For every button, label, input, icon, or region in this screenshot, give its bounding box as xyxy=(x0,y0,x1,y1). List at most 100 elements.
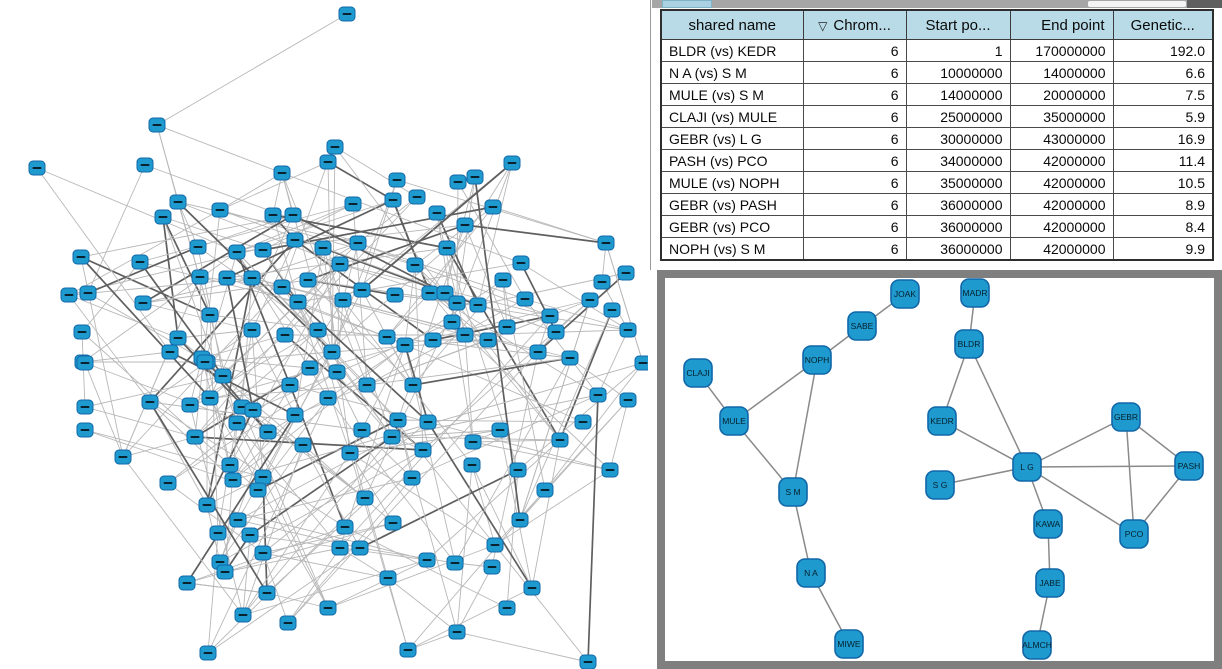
table-cell[interactable]: 6.6 xyxy=(1112,61,1214,84)
table-top-scrollbar[interactable] xyxy=(652,0,1222,8)
network-edge[interactable] xyxy=(359,547,456,564)
network-edge[interactable] xyxy=(262,552,289,624)
network-edge[interactable] xyxy=(1026,466,1135,535)
network-node-s-m[interactable] xyxy=(778,477,808,507)
network-edge[interactable] xyxy=(464,224,607,244)
network-edge[interactable] xyxy=(426,439,561,561)
table-cell[interactable]: 9.9 xyxy=(1112,237,1214,261)
network-edge[interactable] xyxy=(502,279,508,328)
network-node-claji[interactable] xyxy=(683,358,713,388)
network-edge[interactable] xyxy=(251,242,359,279)
table-tab[interactable] xyxy=(662,0,712,8)
network-edge[interactable] xyxy=(80,256,211,399)
network-edge[interactable] xyxy=(386,336,584,423)
network-edge[interactable] xyxy=(605,242,644,364)
network-edge[interactable] xyxy=(189,263,341,406)
network-edge[interactable] xyxy=(36,167,171,353)
network-edge[interactable] xyxy=(162,216,238,424)
network-edge[interactable] xyxy=(331,179,398,353)
network-edge[interactable] xyxy=(451,321,611,471)
network-edge[interactable] xyxy=(122,456,244,616)
network-edge[interactable] xyxy=(209,314,388,338)
network-edge[interactable] xyxy=(357,242,526,300)
network-edge[interactable] xyxy=(219,172,283,211)
network-edge[interactable] xyxy=(80,214,294,258)
network-edge[interactable] xyxy=(142,302,253,331)
network-edge[interactable] xyxy=(412,357,571,386)
column-header-shared-name[interactable]: shared name xyxy=(660,9,804,40)
network-edge[interactable] xyxy=(209,397,329,609)
network-edge[interactable] xyxy=(209,334,286,399)
network-edge[interactable] xyxy=(237,477,413,521)
table-cell[interactable]: MULE (vs) S M xyxy=(660,83,804,106)
network-node-pco[interactable] xyxy=(1119,519,1149,549)
network-edge[interactable] xyxy=(122,436,196,458)
network-edge[interactable] xyxy=(186,414,296,584)
network-edge[interactable] xyxy=(387,577,458,633)
network-edge[interactable] xyxy=(68,294,179,339)
network-edge[interactable] xyxy=(733,359,818,422)
network-edge[interactable] xyxy=(162,216,179,339)
network-edge[interactable] xyxy=(302,444,394,524)
table-row[interactable]: CLAJI (vs) MULE 6 25000000 35000000 5.9 xyxy=(660,105,1214,128)
network-edge[interactable] xyxy=(251,277,393,438)
network-edge[interactable] xyxy=(396,179,607,244)
network-edge[interactable] xyxy=(149,401,208,506)
network-edge[interactable] xyxy=(471,464,496,546)
table-cell[interactable]: 6 xyxy=(802,149,907,172)
table-cell[interactable]: 35000000 xyxy=(1009,105,1114,128)
network-edge[interactable] xyxy=(361,162,513,291)
network-edge[interactable] xyxy=(252,321,453,411)
network-edge[interactable] xyxy=(404,264,416,346)
network-edge[interactable] xyxy=(559,309,613,441)
table-cell[interactable]: 10.5 xyxy=(1112,171,1214,194)
network-node-noph[interactable] xyxy=(802,345,832,375)
network-node-almch[interactable] xyxy=(1022,630,1052,660)
network-edge[interactable] xyxy=(297,301,351,454)
table-cell[interactable]: 36000000 xyxy=(905,237,1011,261)
network-edge[interactable] xyxy=(241,367,311,408)
network-edge[interactable] xyxy=(84,362,124,458)
table-cell[interactable]: 6 xyxy=(802,215,907,238)
network-edge[interactable] xyxy=(272,214,299,303)
table-cell[interactable]: 6 xyxy=(802,83,907,106)
table-row[interactable]: GEBR (vs) PCO 6 36000000 42000000 8.4 xyxy=(660,215,1214,238)
network-node-kedr[interactable] xyxy=(927,406,957,436)
network-edge[interactable] xyxy=(287,547,341,624)
table-cell[interactable]: PASH (vs) PCO xyxy=(660,149,804,172)
network-edge[interactable] xyxy=(232,362,644,481)
network-edge[interactable] xyxy=(209,314,219,534)
network-edge[interactable] xyxy=(217,329,253,534)
network-edge[interactable] xyxy=(284,196,418,336)
table-row[interactable]: MULE (vs) NOPH 6 35000000 42000000 10.5 xyxy=(660,171,1214,194)
network-edge[interactable] xyxy=(339,344,406,549)
network-edge[interactable] xyxy=(84,406,196,438)
network-edge[interactable] xyxy=(472,439,561,443)
network-edge[interactable] xyxy=(327,559,428,609)
table-cell[interactable]: CLAJI (vs) MULE xyxy=(660,105,804,128)
table-cell[interactable]: 34000000 xyxy=(905,149,1011,172)
network-node-madr[interactable] xyxy=(960,278,990,308)
network-edge[interactable] xyxy=(149,239,296,403)
network-edge[interactable] xyxy=(224,422,238,573)
network-edge[interactable] xyxy=(472,441,611,471)
network-edge[interactable] xyxy=(177,201,211,316)
table-cell[interactable]: 8.9 xyxy=(1112,193,1214,216)
network-edge[interactable] xyxy=(499,429,533,589)
network-edge[interactable] xyxy=(207,547,361,654)
network-edge[interactable] xyxy=(266,592,329,609)
table-cell[interactable]: 10000000 xyxy=(905,61,1011,84)
network-edge[interactable] xyxy=(219,209,416,266)
network-edge[interactable] xyxy=(464,224,508,328)
network-edge[interactable] xyxy=(456,566,493,633)
network-edge[interactable] xyxy=(407,587,533,651)
table-cell[interactable]: GEBR (vs) PCO xyxy=(660,215,804,238)
network-edge[interactable] xyxy=(597,329,629,396)
network-edge[interactable] xyxy=(494,469,611,546)
table-cell[interactable]: 8.4 xyxy=(1112,215,1214,238)
network-edge[interactable] xyxy=(1026,465,1190,468)
table-cell[interactable]: 42000000 xyxy=(1009,193,1114,216)
network-edge[interactable] xyxy=(327,544,496,609)
table-cell[interactable]: 6 xyxy=(802,171,907,194)
network-edge[interactable] xyxy=(226,199,394,279)
